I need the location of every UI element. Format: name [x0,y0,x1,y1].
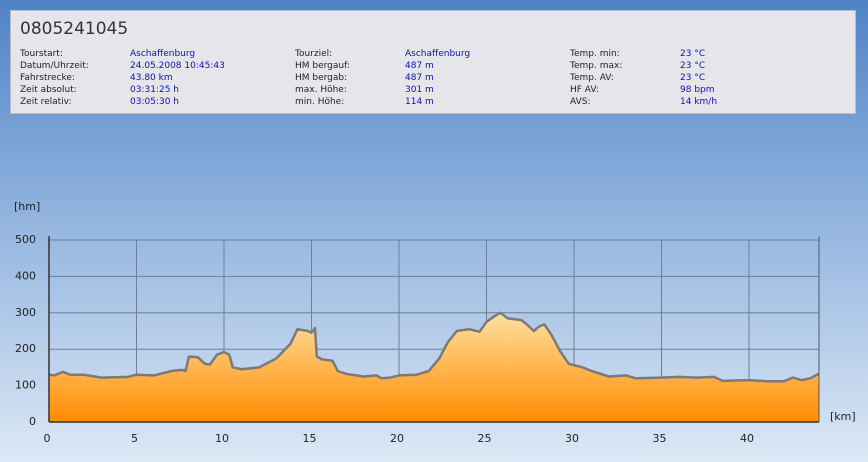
info-label: Temp. min: [570,49,620,59]
info-label: HM bergab: [295,73,348,83]
info-value: 03:31:25 h [130,85,179,95]
info-label: AVS: [570,97,591,107]
x-tick-label: 0 [44,432,51,445]
info-value: 98 bpm [680,85,715,95]
info-value: 487 m [405,61,434,71]
y-tick-label: 400 [15,269,36,282]
x-tick-label: 30 [565,432,579,445]
info-value: 23 °C [680,49,706,59]
info-label: Zeit absolut: [20,85,77,95]
info-value: Aschaffenburg [130,49,196,59]
info-value: 301 m [405,85,434,95]
info-label: HF AV: [570,85,599,95]
info-value: 24.05.2008 10:45:43 [130,61,225,71]
y-axis-title: [hm] [14,200,40,213]
info-label: max. Höhe: [295,85,347,95]
x-tick-label: 10 [215,432,229,445]
y-tick-label: 0 [29,415,36,428]
y-tick-label: 200 [15,342,36,355]
x-tick-label: 5 [131,432,138,445]
info-label: Zeit relativ: [20,97,72,107]
info-value: 14 km/h [680,97,718,107]
info-panel: 0805241045 Tourstart: Aschaffenburg Datum/… [10,10,856,114]
info-label: Datum/Uhrzeit: [20,61,89,71]
y-tick-label: 100 [15,379,36,392]
info-label: HM bergauf: [295,61,350,71]
info-label: Temp. AV: [570,73,614,83]
info-label: min. Höhe: [295,97,345,107]
tour-title: 0805241045 [20,19,129,39]
info-value: 23 °C [680,73,706,83]
area-fill [49,312,819,422]
info-value: 114 m [405,97,434,107]
area-line [48,311,820,383]
x-tick-label: 25 [478,432,492,445]
info-value: Aschaffenburg [405,49,471,59]
info-value: 23 °C [680,61,706,71]
x-tick-label: 15 [303,432,317,445]
x-tick-label: 40 [740,432,754,445]
y-tick-label: 300 [15,306,36,319]
x-axis-title: [km] [830,410,856,423]
info-label: Tourstart: [20,49,63,59]
y-tick-label: 500 [15,233,36,246]
info-value: 487 m [405,73,434,83]
info-value: 43.80 km [130,73,173,83]
info-label: Tourziel: [295,49,333,59]
info-label: Temp. max: [570,61,623,71]
x-tick-label: 20 [390,432,404,445]
info-label: Fahrstrecke: [20,73,75,83]
info-value: 03:05:30 h [130,97,179,107]
x-tick-label: 35 [653,432,667,445]
